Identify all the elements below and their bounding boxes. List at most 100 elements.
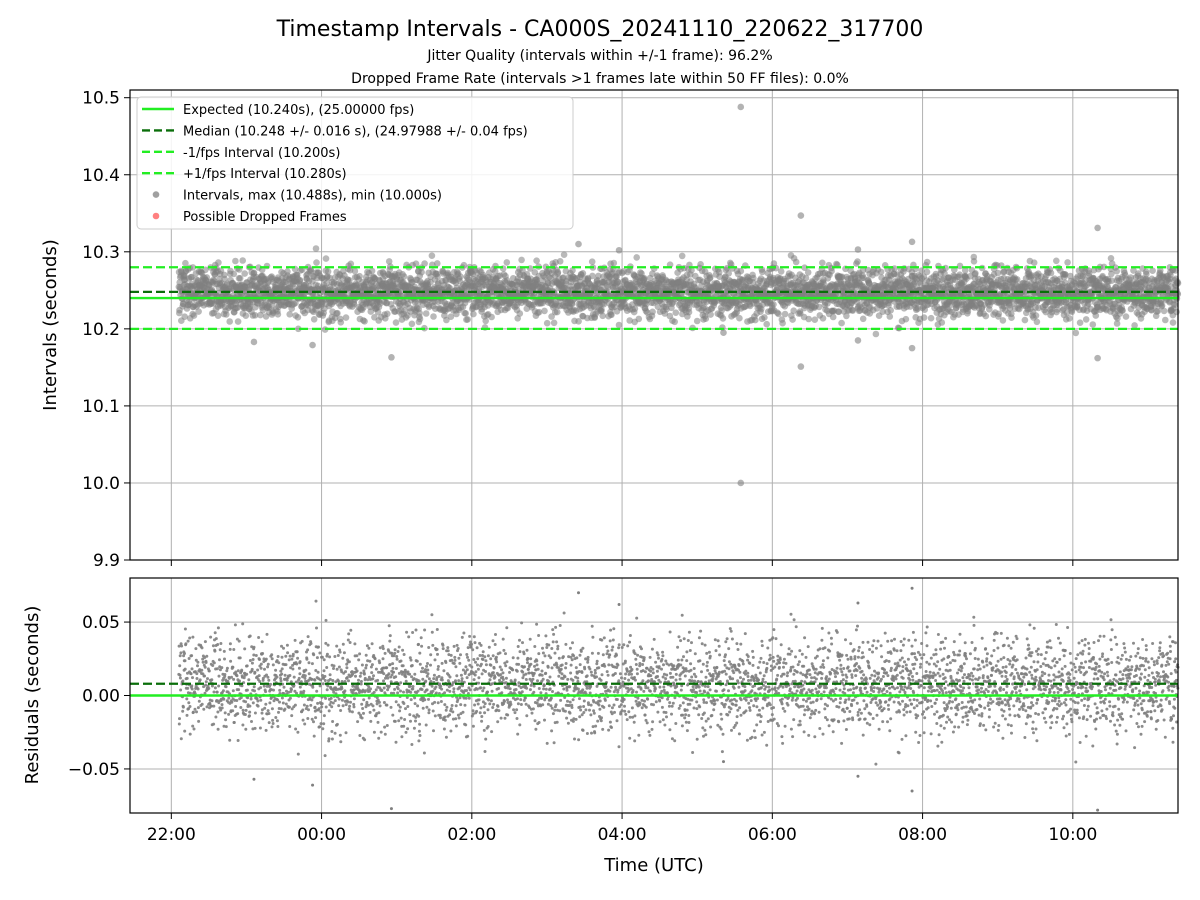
residual-point — [193, 707, 197, 711]
interval-point — [230, 270, 238, 278]
residual-point — [290, 657, 294, 661]
interval-point — [1008, 314, 1015, 322]
interval-point — [872, 330, 880, 338]
residual-point — [244, 708, 248, 712]
residual-point — [243, 647, 247, 651]
residual-point — [256, 699, 260, 703]
residual-point — [290, 688, 293, 691]
interval-point — [324, 268, 332, 275]
interval-point — [416, 315, 424, 323]
residual-point — [258, 726, 262, 730]
legend-entry: Median (10.248 +/- 0.016 s), (24.97988 +… — [142, 124, 528, 139]
residual-point — [245, 688, 249, 692]
residual-point — [248, 659, 252, 662]
residual-point — [275, 675, 279, 679]
residual-point — [269, 682, 273, 686]
interval-point — [392, 319, 400, 326]
interval-point — [736, 314, 743, 322]
residual-point — [235, 674, 239, 678]
interval-point — [877, 268, 885, 276]
residual-point — [259, 662, 263, 666]
residual-point — [253, 726, 257, 730]
residual-point — [243, 713, 247, 716]
residual-point — [213, 649, 217, 653]
residual-point — [200, 646, 204, 650]
residual-point — [196, 706, 200, 710]
interval-point — [428, 252, 436, 259]
interval-point — [385, 258, 393, 265]
residual-point — [231, 665, 235, 669]
residual-point — [188, 705, 192, 708]
residual-point — [216, 643, 220, 646]
residual-point — [280, 655, 284, 659]
interval-outlier-point — [854, 337, 862, 344]
residual-point — [180, 644, 184, 648]
interval-point — [434, 260, 441, 267]
interval-point — [503, 259, 511, 266]
residual-point — [252, 645, 256, 649]
residual-point — [220, 666, 224, 670]
residual-point — [247, 678, 251, 682]
residual-point — [275, 719, 279, 723]
interval-point — [221, 275, 228, 283]
residual-point — [265, 632, 269, 636]
residual-point — [259, 686, 263, 690]
interval-point — [815, 303, 823, 311]
interval-point — [719, 315, 727, 322]
residual-point — [188, 732, 192, 736]
residual-point — [266, 675, 270, 679]
interval-outlier-point — [908, 344, 916, 352]
residual-point — [231, 709, 235, 713]
residual-point — [249, 697, 253, 701]
interval-point — [672, 309, 680, 317]
interval-point — [1113, 267, 1120, 275]
residual-point — [191, 724, 195, 728]
interval-point — [635, 315, 643, 323]
residual-point — [223, 673, 227, 676]
interval-point — [902, 315, 910, 323]
interval-point — [1160, 307, 1168, 315]
residual-point — [256, 668, 260, 672]
residual-point — [268, 701, 272, 705]
residual-point — [187, 657, 191, 660]
residual-point — [278, 700, 281, 704]
interval-point — [1169, 319, 1177, 326]
residual-point — [212, 661, 216, 665]
residual-point — [242, 676, 246, 680]
legend-entry: Expected (10.240s), (25.00000 fps) — [142, 103, 414, 118]
interval-point — [422, 310, 430, 317]
interval-point — [223, 311, 230, 318]
interval-point — [737, 267, 745, 275]
interval-point — [588, 258, 596, 266]
residual-point — [234, 705, 238, 708]
residual-point — [223, 711, 227, 715]
residual-point — [251, 701, 255, 705]
interval-point — [982, 312, 990, 320]
interval-point — [1162, 316, 1169, 324]
residual-point — [272, 688, 275, 692]
interval-point — [400, 273, 408, 280]
residual-point — [250, 720, 253, 723]
interval-outlier-point — [797, 212, 805, 219]
intervals-y-tick-label: 10.1 — [82, 397, 120, 417]
residual-point — [225, 669, 229, 673]
residual-point — [277, 661, 281, 665]
residual-point — [203, 665, 207, 669]
interval-point — [1089, 321, 1097, 328]
residual-point — [284, 702, 288, 706]
interval-point — [1143, 270, 1150, 278]
residual-point — [253, 689, 256, 693]
residual-point — [253, 711, 257, 715]
residual-point — [284, 654, 288, 658]
interval-point — [1066, 315, 1073, 322]
residual-point — [288, 654, 292, 658]
residual-point — [252, 685, 256, 689]
interval-point — [181, 313, 188, 321]
residual-point — [214, 637, 218, 641]
interval-point — [693, 317, 701, 325]
legend-marker — [152, 191, 160, 198]
interval-point — [553, 308, 561, 316]
residual-point — [191, 676, 194, 680]
interval-point — [236, 275, 244, 282]
residual-point — [280, 696, 284, 700]
